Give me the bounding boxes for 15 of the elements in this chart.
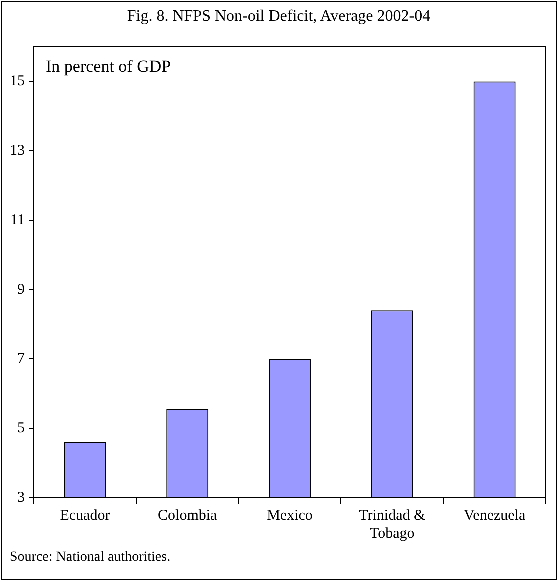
y-tick-label: 5 bbox=[18, 420, 25, 437]
x-tick-label: Venezuela bbox=[464, 508, 526, 524]
x-tick-label: Mexico bbox=[267, 508, 313, 524]
source-note: Source: National authorities. bbox=[10, 550, 171, 566]
y-tick-label: 3 bbox=[18, 490, 25, 506]
y-tick-label: 11 bbox=[10, 212, 25, 228]
x-tick-label: Trinidad & Tobago bbox=[359, 508, 426, 542]
y-tick-label: 7 bbox=[18, 351, 26, 368]
chart-title: Fig. 8. NFPS Non-oil Deficit, Average 2002-04 bbox=[126, 8, 432, 26]
x-tick-label: Ecuador bbox=[60, 508, 110, 524]
y-tick-label: 13 bbox=[10, 143, 25, 160]
annotation: In percent of GDP bbox=[46, 56, 172, 76]
y-tick-label: 9 bbox=[18, 282, 25, 298]
y-tick-label: 15 bbox=[10, 74, 25, 90]
x-tick-label: Colombia bbox=[158, 508, 218, 524]
